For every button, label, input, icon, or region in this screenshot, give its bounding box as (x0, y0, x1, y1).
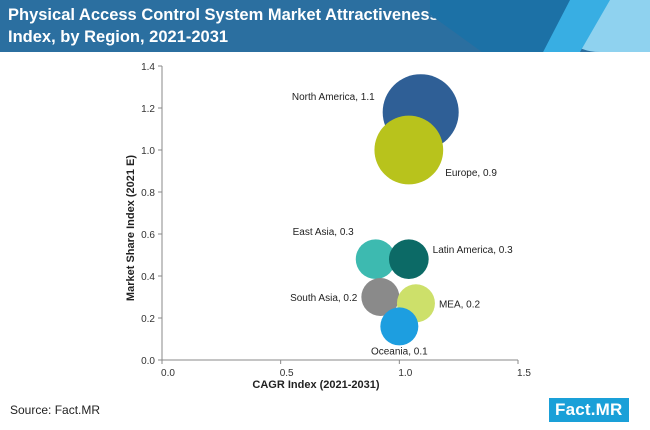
bubble-label: Europe, 0.9 (445, 168, 497, 179)
y-tick-label: 0.0 (141, 356, 155, 367)
y-tick-label: 0.8 (141, 188, 155, 199)
x-tick-label: 1.5 (517, 368, 531, 379)
x-tick-label: 1.0 (398, 368, 412, 379)
header-banner: Physical Access Control System Market At… (0, 0, 650, 52)
y-tick-label: 0.6 (141, 230, 155, 241)
bubble-oceania (380, 307, 419, 346)
chart-axes: 0.0 0.5 1.0 1.5 0.0 0.2 0.4 0.6 0.8 1.0 1.2 1.4 (141, 62, 531, 379)
header-decoration (430, 0, 650, 52)
bubble-chart: 0.0 0.5 1.0 1.5 0.0 0.2 0.4 0.6 0.8 1.0 1.2 1.4 Nor… (125, 62, 531, 391)
bubble-label: Oceania, 0.1 (371, 346, 428, 357)
x-tick-label: 0.0 (161, 368, 175, 379)
bubble-latin-america (388, 239, 429, 280)
bubble-east-asia (355, 239, 396, 280)
bubble-label: South Asia, 0.2 (290, 293, 358, 304)
y-tick-label: 0.4 (141, 272, 155, 283)
chart-bubbles (355, 74, 459, 346)
bubble-label: East Asia, 0.3 (293, 227, 355, 238)
source-note: Source: Fact.MR (10, 403, 101, 417)
y-tick-label: 1.2 (141, 104, 155, 115)
bubble-label: Latin America, 0.3 (433, 245, 513, 256)
bubble-europe (374, 115, 444, 185)
bubble-label: North America, 1.1 (292, 92, 375, 103)
bubble-label: MEA, 0.2 (439, 299, 481, 310)
chart-data-labels: North America, 1.1 Europe, 0.9 East Asia, … (290, 92, 513, 357)
x-tick-label: 0.5 (280, 368, 294, 379)
y-tick-label: 1.4 (141, 62, 155, 73)
chart-title: Physical Access Control System Market At… (8, 6, 439, 46)
y-tick-label: 1.0 (141, 146, 155, 157)
y-axis-label: Market Share Index (2021 E) (125, 155, 137, 301)
factmr-logo: Fact.MR (549, 398, 629, 422)
x-axis-label: CAGR Index (2021-2031) (252, 379, 379, 391)
y-tick-label: 0.2 (141, 314, 155, 325)
bubble-south-asia (361, 278, 400, 316)
